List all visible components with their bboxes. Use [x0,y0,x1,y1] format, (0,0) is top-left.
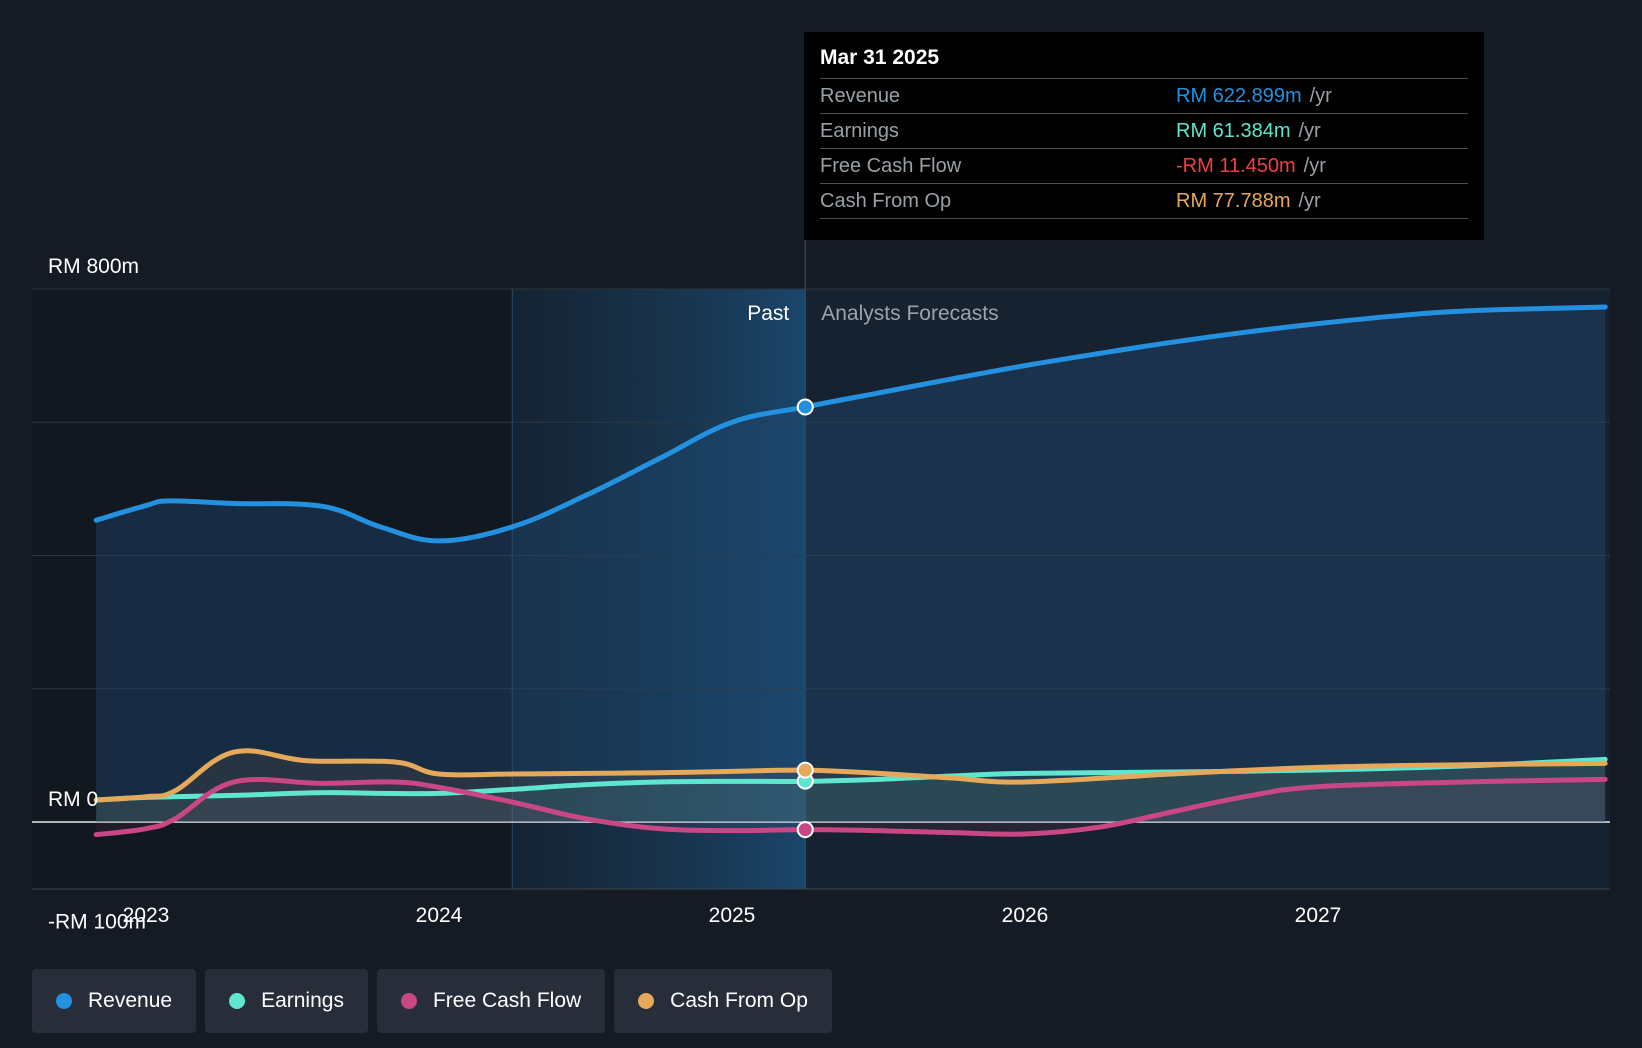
tooltip-value: -RM 11.450m [1176,154,1296,177]
tooltip-label: Free Cash Flow [820,154,962,177]
tooltip-label: Earnings [820,119,899,142]
free-cash-flow-area [96,779,1606,835]
cash-from-op-point [796,761,814,779]
tooltip-row-earnings: Earnings RM 61.384m /yr [820,113,1468,148]
tooltip-unit: /yr [1298,119,1321,142]
legend-label: Cash From Op [670,989,808,1012]
tooltip-label: Revenue [820,84,901,107]
tooltip-unit: /yr [1309,84,1332,107]
cash-from-op-line [93,748,1608,803]
revenue-line [93,304,1608,544]
earnings-dot-icon [229,993,246,1009]
x-tick-label: 2026 [1002,904,1049,927]
tooltip-row-free-cash-flow: Free Cash Flow -RM 11.450m /yr [820,148,1468,183]
forecast-region [805,289,1610,889]
revenue-dot-icon [56,993,72,1009]
highlight-band [512,289,806,889]
tooltip-unit: /yr [1298,189,1321,212]
cash-from-op-dot-icon [638,993,655,1009]
x-tick-label: 2024 [416,904,463,927]
forecast-label: Analysts Forecasts [821,302,998,325]
y-tick-label: RM 800m [48,255,139,278]
y-tick-label: -RM 100m [48,911,146,934]
tooltip-unit: /yr [1303,154,1326,177]
revenue-point [796,398,814,416]
cash-from-op-area [96,750,1606,822]
legend-item-free-cash-flow[interactable]: Free Cash Flow [376,969,606,1033]
past-label: Past [747,302,789,325]
legend-item-revenue[interactable]: Revenue [32,969,197,1033]
x-tick-label: 2023 [123,904,170,927]
tooltip-row-cash-from-op: Cash From Op RM 77.788m /yr [820,183,1468,219]
legend-item-earnings[interactable]: Earnings [205,969,368,1033]
tooltip-value: RM 622.899m [1176,84,1302,107]
free-cash-flow-point [796,821,814,839]
tooltip-value: RM 61.384m [1176,119,1291,142]
legend-item-cash-from-op[interactable]: Cash From Op [614,969,832,1033]
tooltip-value: RM 77.788m [1176,189,1291,212]
legend: Revenue Earnings Free Cash Flow Cash Fro… [32,969,832,1033]
legend-label: Free Cash Flow [432,989,582,1012]
legend-label: Revenue [88,989,173,1012]
tooltip: Mar 31 2025 Revenue RM 622.899m /yr Earn… [804,32,1484,240]
y-tick-label: RM 0 [48,788,98,811]
revenue-area [96,306,1606,822]
free-cash-flow-dot-icon [400,993,417,1009]
tooltip-label: Cash From Op [820,189,952,212]
x-tick-label: 2027 [1295,904,1342,927]
legend-label: Earnings [261,989,344,1012]
earnings-area [96,759,1606,822]
x-tick-label: 2025 [709,904,756,927]
tooltip-date: Mar 31 2025 [820,46,940,69]
free-cash-flow-line [93,776,1608,838]
tooltip-row-revenue: Revenue RM 622.899m /yr [820,78,1468,113]
